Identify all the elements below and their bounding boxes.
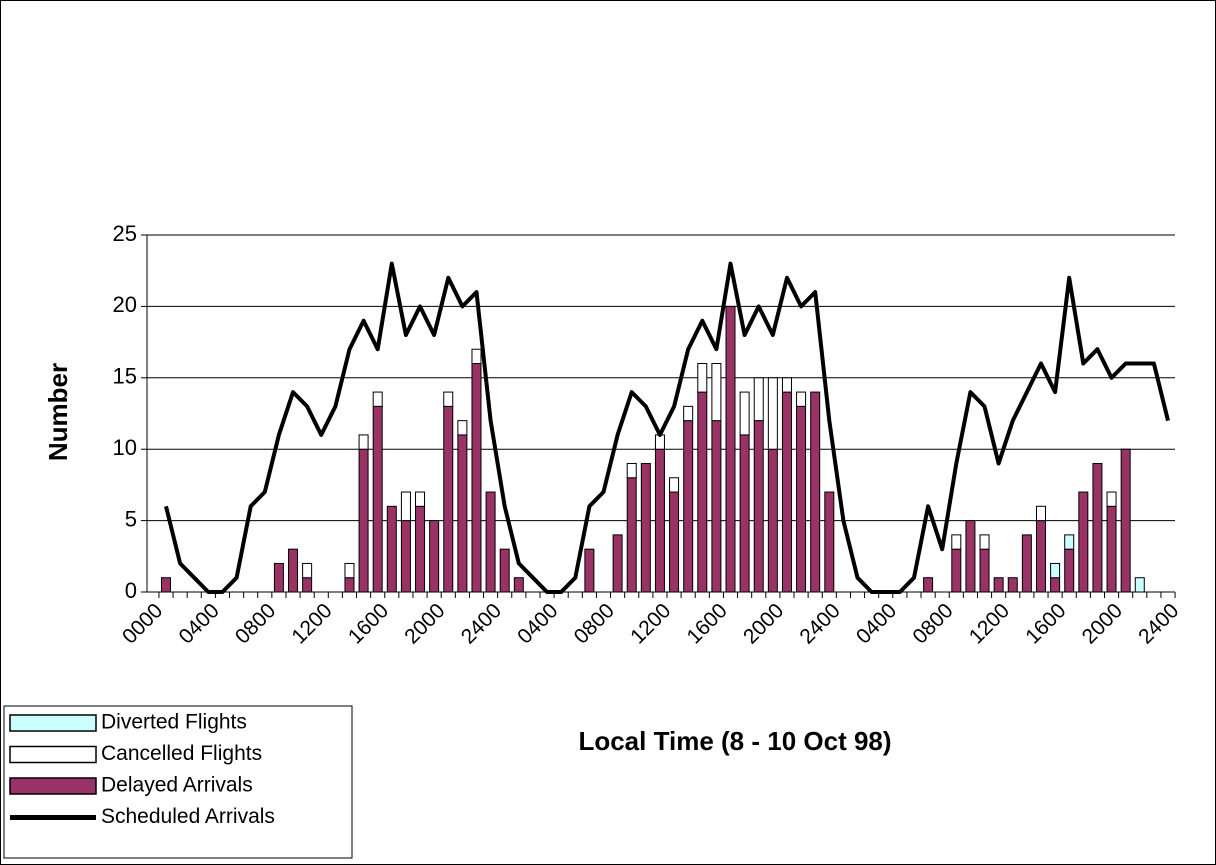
line [164, 261, 1170, 594]
bar [415, 505, 426, 593]
bar [739, 391, 750, 436]
bar [669, 477, 680, 493]
bar [697, 363, 708, 393]
bar [1064, 548, 1075, 593]
bar [753, 420, 764, 593]
bar [372, 405, 383, 593]
bar [471, 363, 482, 593]
bar [400, 520, 411, 593]
bar [612, 534, 623, 593]
bar [443, 391, 454, 407]
x-axis-title: Local Time (8 - 10 Oct 98) [578, 726, 891, 756]
bar [923, 577, 934, 593]
legend-label: Scheduled Arrivals [101, 805, 275, 828]
bar [654, 434, 665, 450]
bar [993, 577, 1004, 593]
bar [513, 577, 524, 593]
bar [654, 448, 665, 593]
bar [810, 391, 821, 593]
bar [1021, 534, 1032, 593]
bar [1092, 462, 1103, 593]
bar [1007, 577, 1018, 593]
bar [288, 548, 299, 593]
y-tick-label: 5 [125, 506, 137, 531]
bar [979, 534, 990, 550]
bar [400, 491, 411, 522]
bar [753, 377, 764, 422]
bar [1035, 505, 1046, 522]
bar [1064, 534, 1075, 550]
legend-swatch [9, 777, 97, 795]
bar [796, 391, 807, 407]
bar [1106, 491, 1117, 507]
legend-label: Cancelled Flights [101, 742, 262, 765]
bar [725, 305, 736, 593]
bar [302, 562, 313, 579]
y-tick-label: 15 [113, 364, 137, 389]
bar [386, 505, 397, 593]
bar [781, 391, 792, 593]
bar [457, 434, 468, 593]
bar [273, 562, 284, 593]
bar [796, 405, 807, 593]
y-axis-title: Number [43, 363, 73, 461]
bar [711, 363, 722, 422]
bar [161, 577, 171, 593]
bar [1050, 577, 1061, 593]
bar [485, 491, 496, 593]
bar [767, 377, 778, 450]
bar [344, 562, 355, 579]
bar [739, 434, 750, 593]
bar [415, 491, 426, 507]
bar [767, 448, 778, 593]
bar [344, 577, 355, 593]
bar [302, 577, 313, 593]
bar [1134, 577, 1145, 593]
bar [1106, 505, 1117, 593]
bar [1078, 491, 1089, 593]
bar [443, 405, 454, 593]
bar [358, 448, 369, 593]
bar [372, 391, 383, 407]
bar [781, 377, 792, 393]
bar [697, 391, 708, 593]
legend-swatch [9, 714, 97, 732]
bar [965, 520, 976, 593]
bar [951, 548, 962, 593]
bar [1050, 562, 1061, 579]
bar [683, 405, 694, 422]
bar [584, 548, 595, 593]
bar [640, 462, 651, 593]
bar [1120, 448, 1131, 593]
bar [951, 534, 962, 550]
bar [979, 548, 990, 593]
legend-label: Diverted Flights [101, 711, 247, 734]
bar [457, 420, 468, 436]
bar [471, 348, 482, 365]
bar [429, 520, 440, 593]
bar [626, 462, 637, 479]
bar [683, 420, 694, 593]
bar [669, 491, 680, 593]
y-tick-label: 0 [125, 578, 137, 603]
y-tick-label: 25 [113, 221, 137, 246]
y-tick-label: 20 [113, 292, 137, 317]
bar [824, 491, 835, 593]
bar [358, 434, 369, 450]
bar [626, 477, 637, 593]
legend-swatch [9, 745, 97, 764]
bar [1035, 520, 1046, 593]
bar [499, 548, 510, 593]
y-tick-label: 10 [113, 435, 137, 460]
bar [711, 420, 722, 593]
legend-label: Delayed Arrivals [101, 774, 253, 797]
